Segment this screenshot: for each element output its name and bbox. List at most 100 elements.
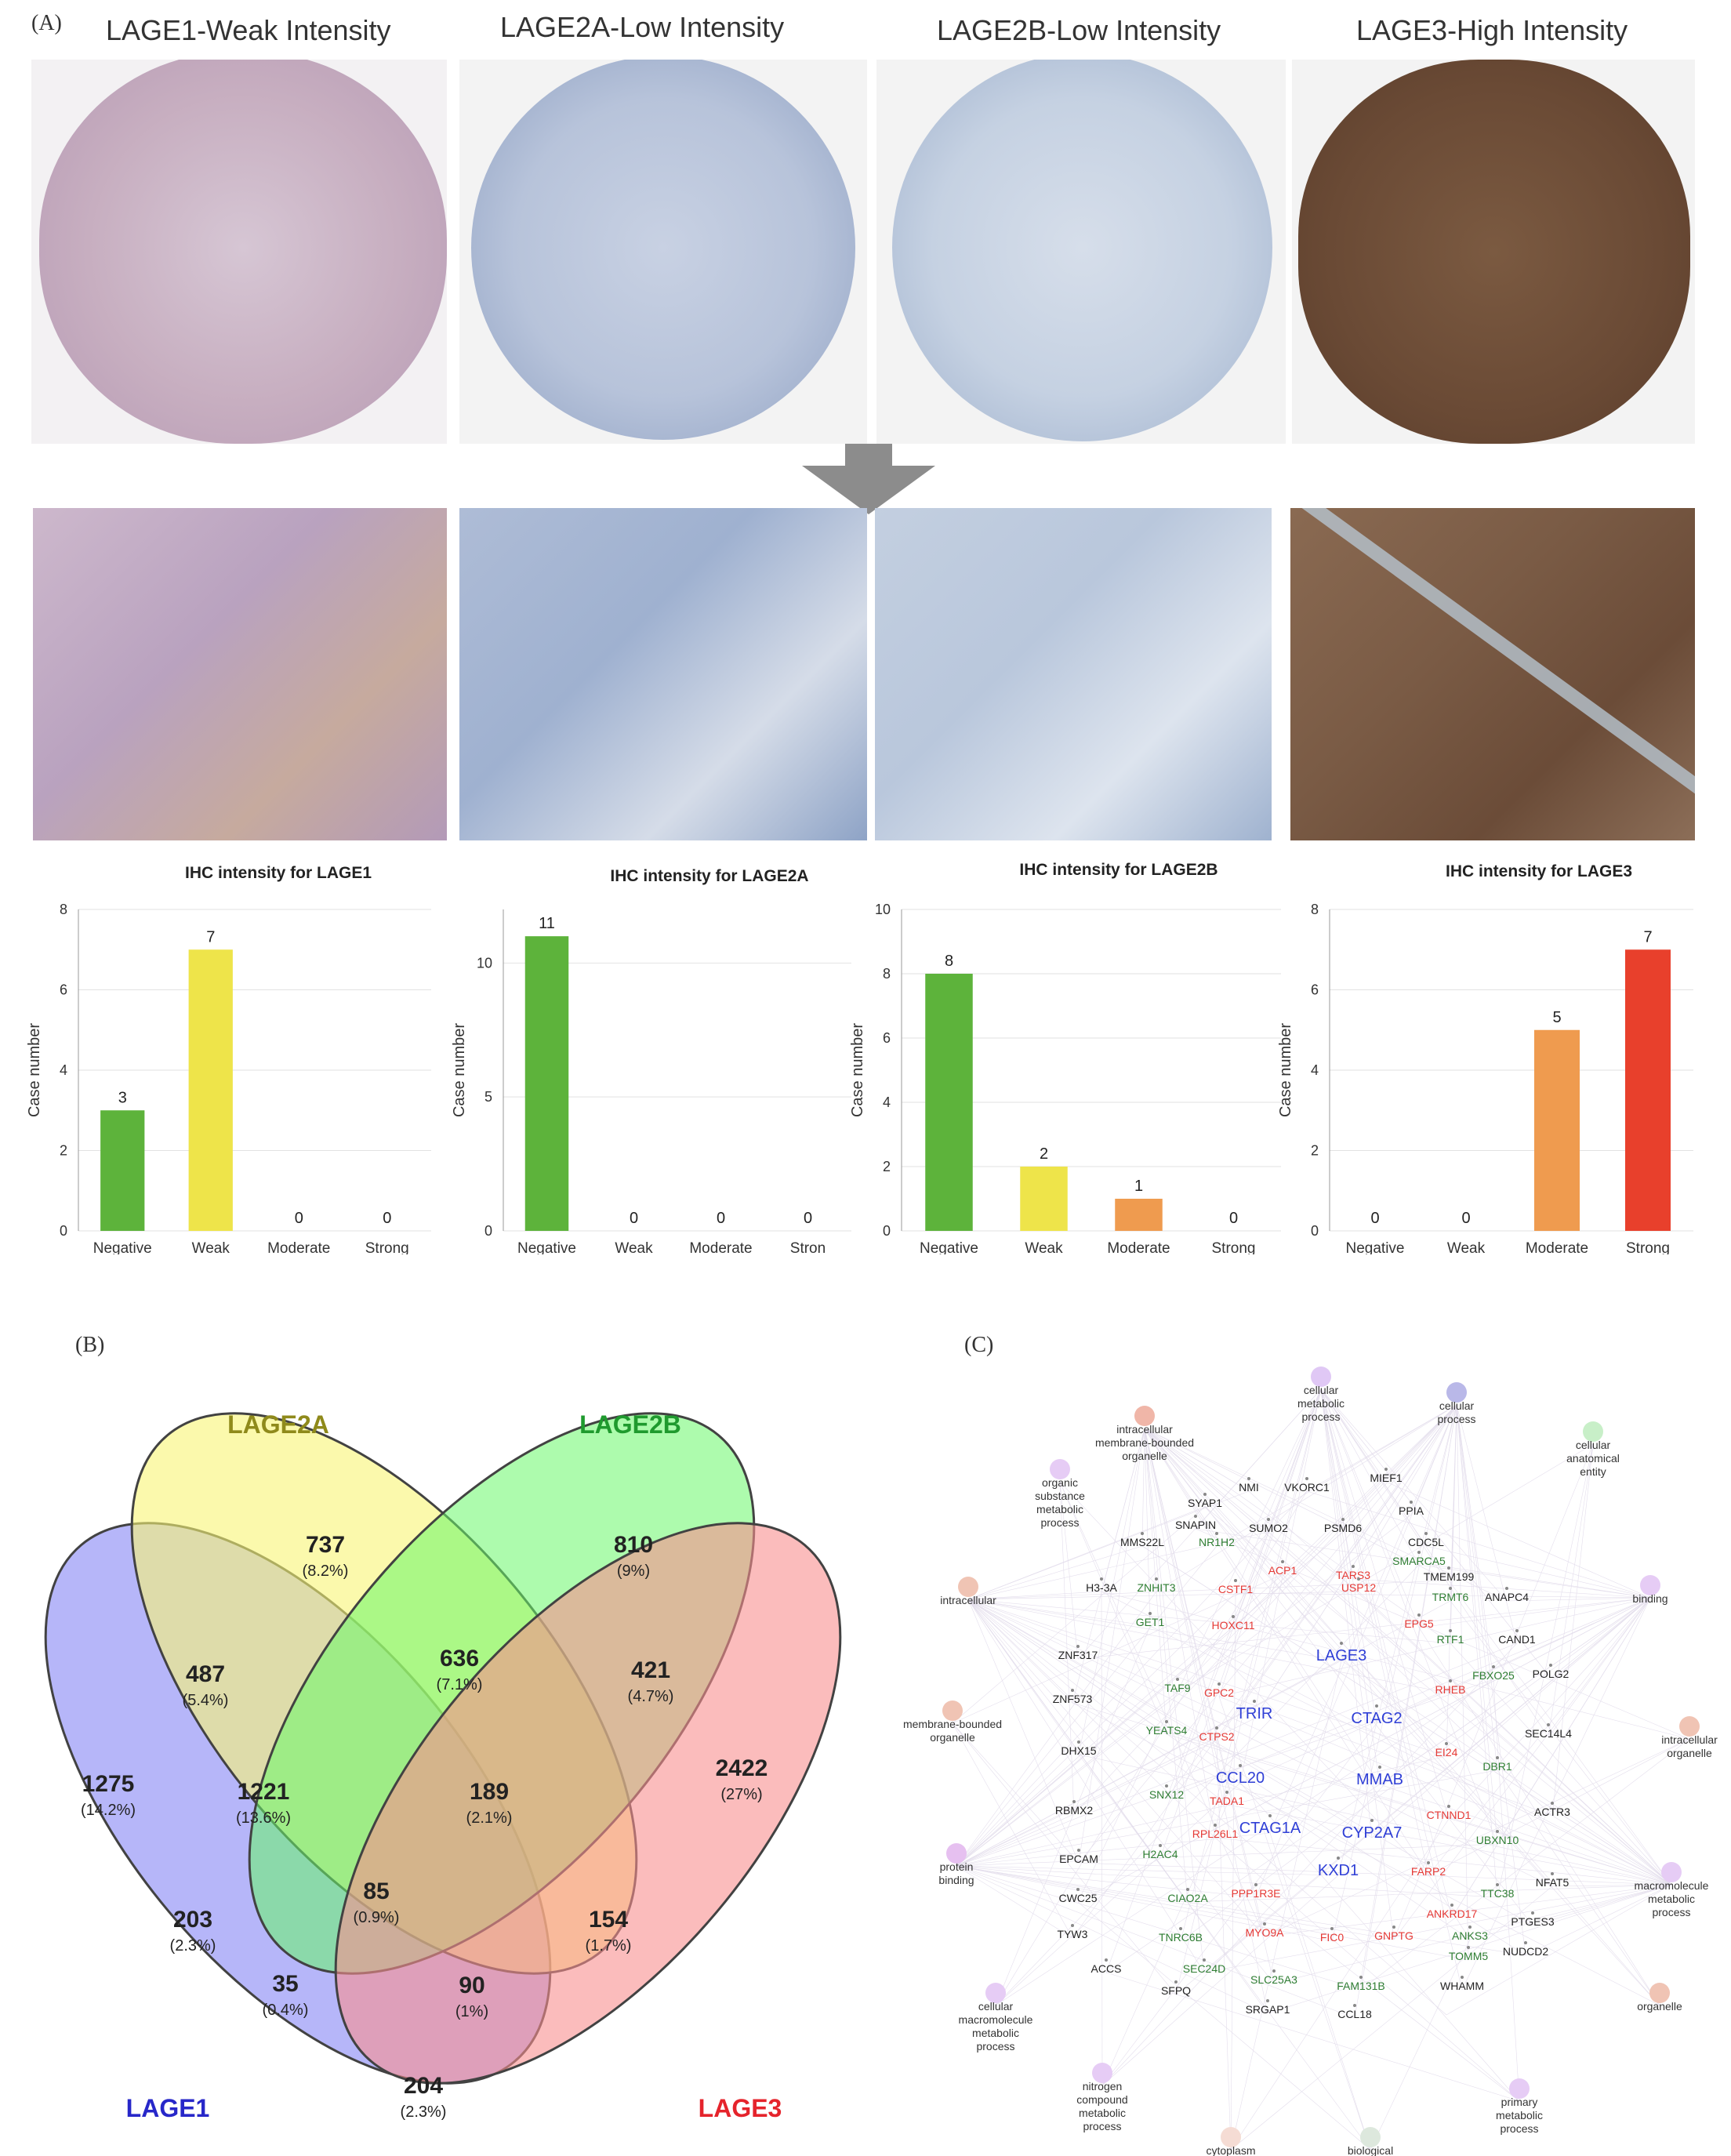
ihc-core-image-lage2a bbox=[459, 60, 867, 444]
network-edge bbox=[967, 1599, 1471, 1940]
network-edge bbox=[1320, 1388, 1508, 1602]
network-edge bbox=[967, 1599, 1447, 2016]
gene-node-dot bbox=[1384, 1468, 1388, 1471]
gene-label: SFPQ bbox=[1161, 1984, 1191, 1997]
network-edge bbox=[1360, 1738, 1690, 1991]
network-edge bbox=[1370, 1939, 1471, 2151]
network-edge bbox=[995, 1625, 1151, 2006]
venn-region-percent: (1%) bbox=[455, 2003, 488, 2020]
network-edge bbox=[1078, 1754, 1672, 1886]
go-term-label: metabolic bbox=[1496, 2109, 1543, 2122]
go-term-label: intracellular bbox=[1116, 1423, 1173, 1436]
network-edge bbox=[1248, 1490, 1672, 1886]
go-term-label: process bbox=[1652, 1906, 1690, 1918]
gene-node: SMARCA5 bbox=[1392, 1551, 1446, 1567]
gene-node: GET1 bbox=[1136, 1612, 1164, 1628]
network-edge bbox=[967, 1599, 1526, 1956]
network-edge bbox=[956, 1832, 1271, 1867]
network-edge bbox=[1320, 1388, 1450, 1581]
ihc-core-image-lage3 bbox=[1292, 60, 1695, 444]
gene-label: POLG2 bbox=[1533, 1668, 1570, 1680]
gene-node-dot bbox=[1505, 1587, 1508, 1590]
network-edge bbox=[1059, 1481, 1079, 1660]
network-edge bbox=[1101, 1642, 1518, 2086]
y-tick-label: 8 bbox=[60, 902, 67, 917]
venn-region-count: 636 bbox=[440, 1646, 479, 1671]
network-edge bbox=[1216, 1404, 1457, 1547]
network-edge bbox=[1456, 1404, 1498, 1845]
bar-weak bbox=[188, 949, 233, 1231]
network-edge bbox=[967, 1599, 1080, 1755]
venn-region-count: 189 bbox=[470, 1779, 509, 1805]
y-tick-label: 10 bbox=[875, 902, 891, 917]
go-term-label: organelle bbox=[1637, 2000, 1682, 2013]
gene-node-dot bbox=[1370, 1819, 1374, 1822]
go-term-label: cellular bbox=[1304, 1384, 1339, 1396]
gene-node: NUDCD2 bbox=[1503, 1941, 1549, 1958]
network-edge bbox=[956, 1865, 1339, 1876]
gene-node: RBMX2 bbox=[1055, 1800, 1093, 1817]
gene-label: NUDCD2 bbox=[1503, 1945, 1549, 1958]
network-edge bbox=[967, 1599, 1216, 1838]
gene-node: CSTF1 bbox=[1218, 1579, 1254, 1595]
go-term-node-dot bbox=[1640, 1575, 1660, 1595]
gene-label: H3-3A bbox=[1086, 1581, 1117, 1594]
network-edge bbox=[1446, 1884, 1672, 2016]
venn-region-percent: (8.2%) bbox=[303, 1563, 349, 1580]
gene-label: SNX12 bbox=[1149, 1788, 1185, 1801]
gene-node-dot bbox=[1077, 1740, 1080, 1744]
network-edge bbox=[1418, 1597, 1651, 1628]
network-edge bbox=[1159, 1388, 1322, 1859]
gene-node: FBXO25 bbox=[1472, 1665, 1515, 1682]
bar-value-label: 11 bbox=[539, 915, 555, 932]
gene-node: TRMT6 bbox=[1432, 1587, 1469, 1603]
go-term-node-dot bbox=[942, 1700, 963, 1721]
go-term-label: nitrogen bbox=[1083, 2080, 1123, 2092]
network-edge bbox=[1195, 1528, 1690, 1740]
gene-node-dot bbox=[1239, 1764, 1242, 1767]
gene-label: UBXN10 bbox=[1476, 1834, 1519, 1846]
y-tick-label: 0 bbox=[484, 1223, 492, 1239]
gene-label: EPCAM bbox=[1059, 1853, 1098, 1865]
gene-node-dot bbox=[1105, 1958, 1108, 1962]
network-edge bbox=[967, 1599, 1080, 1864]
network-edge bbox=[1456, 1404, 1498, 1771]
network-edge bbox=[952, 1722, 1080, 1864]
network-edge bbox=[967, 1599, 1553, 1887]
network-edge bbox=[1144, 1428, 1205, 1973]
network-edge bbox=[1078, 1754, 1371, 2151]
gene-node-dot bbox=[1531, 1911, 1534, 1915]
network-edge bbox=[1230, 1818, 1450, 2151]
x-tick-label: Moderate bbox=[267, 1240, 330, 1254]
bar-value-label: 0 bbox=[1229, 1210, 1238, 1227]
venn-region-percent: (27%) bbox=[720, 1786, 762, 1803]
gene-node-dot bbox=[1232, 1615, 1235, 1618]
go-term-node-dot bbox=[985, 1983, 1006, 2003]
network-edge bbox=[1144, 1428, 1451, 1644]
gene-node: POLG2 bbox=[1533, 1664, 1570, 1680]
network-edge bbox=[1144, 1428, 1218, 1547]
ihc-core-image-lage2b bbox=[876, 60, 1286, 444]
venn-region-percent: (1.7%) bbox=[586, 1937, 632, 1955]
ihc-zoom-image-lage2b bbox=[875, 508, 1272, 840]
network-edge bbox=[956, 1865, 1355, 2019]
go-term-label: organelle bbox=[1667, 1747, 1712, 1759]
gene-label: RHEB bbox=[1435, 1683, 1466, 1696]
y-tick-label: 6 bbox=[883, 1030, 891, 1046]
go-term-label: process bbox=[1500, 2122, 1538, 2135]
network-edge bbox=[1551, 1815, 1672, 1886]
gene-node: UBXN10 bbox=[1476, 1830, 1519, 1846]
gene-node: PTGES3 bbox=[1511, 1911, 1555, 1928]
bar-negative bbox=[100, 1110, 145, 1231]
gene-node-dot bbox=[1165, 1784, 1168, 1788]
gene-label: CSTF1 bbox=[1218, 1583, 1254, 1595]
gene-label: MIEF1 bbox=[1370, 1472, 1402, 1484]
gene-label: CAND1 bbox=[1498, 1633, 1536, 1646]
go-term-node-dot bbox=[1221, 2127, 1241, 2147]
venn-label-lage1: LAGE1 bbox=[126, 2094, 210, 2122]
network-edge bbox=[1255, 1896, 1520, 2102]
network-edge bbox=[967, 1599, 1188, 1903]
